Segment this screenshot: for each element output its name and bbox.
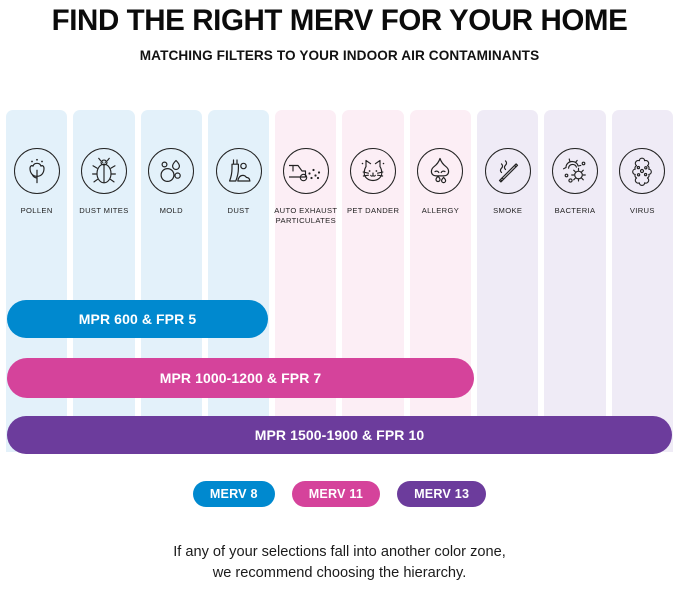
page-subtitle: MATCHING FILTERS TO YOUR INDOOR AIR CONT… [139, 48, 540, 63]
column-mold[interactable]: MOLD [140, 110, 202, 452]
contaminant-columns: POLLEN DUST MITES [6, 110, 673, 452]
nose-allergy-icon [417, 148, 464, 194]
column-label: VIRUS [629, 206, 655, 215]
icon-wrap-allergy [410, 148, 471, 194]
icon-wrap-dust [208, 148, 269, 194]
icon-wrap-virus [612, 148, 673, 194]
icon-wrap-smoke [477, 148, 538, 194]
icon-wrap-pet-dander [342, 148, 403, 194]
page-title: FIND THE RIGHT MERV FOR YOUR HOME [51, 4, 628, 37]
legend-pill-merv11[interactable]: MERV 11 [291, 481, 381, 507]
icon-wrap-bacteria [544, 148, 605, 194]
bar-merv8[interactable]: MPR 600 & FPR 5 [7, 300, 268, 338]
column-smoke[interactable]: SMOKE [477, 110, 539, 452]
bar-merv13[interactable]: MPR 1500-1900 & FPR 10 [7, 416, 672, 454]
bacteria-icon [552, 148, 599, 194]
column-label: POLLEN [20, 206, 53, 215]
column-label: SMOKE [493, 206, 523, 215]
column-dust-mites[interactable]: DUST MITES [73, 110, 135, 452]
footer-line-1: If any of your selections fall into anot… [173, 544, 506, 560]
column-pet-dander[interactable]: PET DANDER [342, 110, 404, 452]
cat-face-icon [350, 148, 397, 194]
bar-merv11[interactable]: MPR 1000-1200 & FPR 7 [7, 358, 474, 398]
dust-pile-icon [215, 148, 262, 194]
icon-wrap-pollen [6, 148, 67, 194]
mold-spores-icon [148, 148, 195, 194]
merv-legend: MERV 8 MERV 11 MERV 13 [0, 481, 679, 507]
column-label: MOLD [159, 206, 183, 215]
column-auto-exhaust[interactable]: AUTO EXHAUST PARTICULATES [274, 110, 338, 452]
pollen-flower-icon [13, 148, 60, 194]
column-label: DUST MITES [79, 206, 129, 215]
column-pollen[interactable]: POLLEN [6, 110, 68, 452]
legend-pill-merv8[interactable]: MERV 8 [192, 481, 275, 507]
car-exhaust-icon [282, 148, 329, 194]
column-virus[interactable]: VIRUS [611, 110, 673, 452]
icon-wrap-dust-mites [73, 148, 134, 194]
column-bacteria[interactable]: BACTERIA [544, 110, 606, 452]
column-label: DUST [227, 206, 250, 215]
virus-icon [619, 148, 666, 194]
icon-wrap-mold [141, 148, 202, 194]
column-label: AUTO EXHAUST PARTICULATES [274, 206, 338, 225]
column-label: PET DANDER [346, 206, 400, 215]
legend-pill-merv13[interactable]: MERV 13 [397, 481, 487, 507]
icon-wrap-auto-exhaust [275, 148, 336, 194]
footer-note: If any of your selections fall into anot… [0, 542, 679, 584]
dust-mite-bug-icon [80, 148, 127, 194]
column-label: ALLERGY [421, 206, 460, 215]
column-label: BACTERIA [554, 206, 596, 215]
column-allergy[interactable]: ALLERGY [409, 110, 472, 452]
cigarette-smoke-icon [484, 148, 531, 194]
column-dust[interactable]: DUST [207, 110, 270, 452]
footer-line-2: we recommend choosing the hierarchy. [212, 565, 467, 581]
